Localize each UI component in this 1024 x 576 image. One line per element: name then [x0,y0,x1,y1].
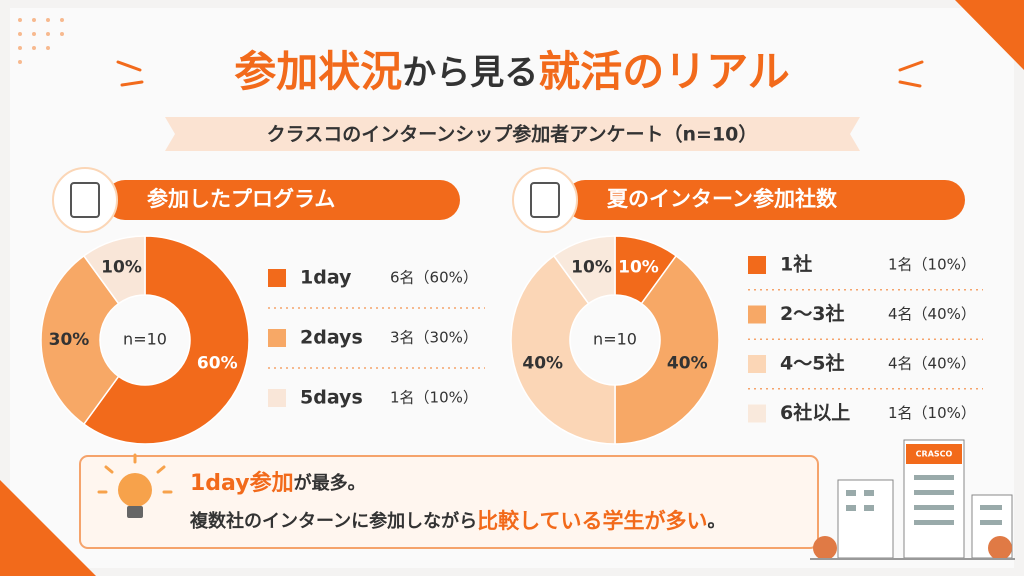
callout-part: が最多。 [294,472,366,494]
callout-part: 1day参加 [190,470,294,496]
legend-count: 4名（40%） [888,305,976,323]
title-part: 就活のリアル [538,47,790,96]
donut-slice [82,235,146,305]
legend-count: 3名（30%） [390,329,478,347]
center-label: n=10 [123,330,167,349]
slice-label: 40% [667,353,708,373]
donut-slice [82,235,250,445]
callout-line: 複数社のインターンに参加しながら比較している学生が多い。 [189,509,725,533]
legend-label: 4〜5社 [780,352,844,375]
section-icon-glyph [530,182,560,218]
donut-slice [40,254,120,426]
title-sparks [116,60,924,88]
legend-count: 1名（10%） [390,389,478,407]
legend-swatch [748,355,766,373]
callout-line: 1day参加が最多。 [190,470,366,496]
callout-part: 。 [707,511,725,532]
title: 参加状況から見る就活のリアル [234,47,790,96]
dot-pattern [18,18,64,64]
legend-label: 5days [300,387,363,409]
section-header-bar [105,180,460,220]
legend-swatch [268,269,286,287]
legend-swatch [748,256,766,274]
corner-deco [0,480,96,576]
slice-label: 60% [197,353,238,373]
section-title: 参加したプログラム [147,187,335,211]
legend-swatch [268,329,286,347]
section-icon [512,167,578,233]
slice-label: 10% [571,258,612,278]
slice-label: 10% [101,258,142,278]
section-header-bar [565,180,965,220]
title-part: 参加状況 [234,47,402,96]
legend-label: 1社 [780,253,812,276]
section-title: 夏のインターン参加社数 [607,187,838,211]
lightbulb-icon [97,453,173,518]
legend-swatch [748,305,766,324]
legend-count: 1名（10%） [888,404,976,422]
callout-box [79,455,819,549]
legend-label: 1day [300,267,352,289]
slice-label: 30% [49,330,90,350]
donut-slice [510,254,616,445]
legend-count: 1名（10%） [888,256,976,274]
section-icon-glyph [70,182,100,218]
legend-label: 6社以上 [780,401,850,424]
callout-part: 複数社のインターンに参加しながら [189,510,477,532]
legend-count: 4名（40%） [888,355,976,373]
legend-label: 2days [300,327,363,349]
buildings-illustration [810,439,1015,560]
legend-count: 6名（60%） [390,269,478,287]
corner-deco [955,0,1024,70]
legend-swatch [268,389,286,407]
donut-slice [552,235,616,305]
slice-label: 10% [618,258,659,278]
section-icon [52,167,118,233]
title-part: から見る [402,53,538,93]
center-label: n=10 [593,330,637,349]
slice-label: 40% [522,353,563,373]
donut-slice [614,254,720,445]
subtitle: クラスコのインターンシップ参加者アンケート（n=10） [267,123,758,146]
legend-label: 2〜3社 [780,302,844,325]
callout-part: 比較している学生が多い [477,509,707,533]
subtitle-band [165,117,860,151]
legend-swatch [748,404,766,423]
building-logo: CRASCO [916,450,953,459]
